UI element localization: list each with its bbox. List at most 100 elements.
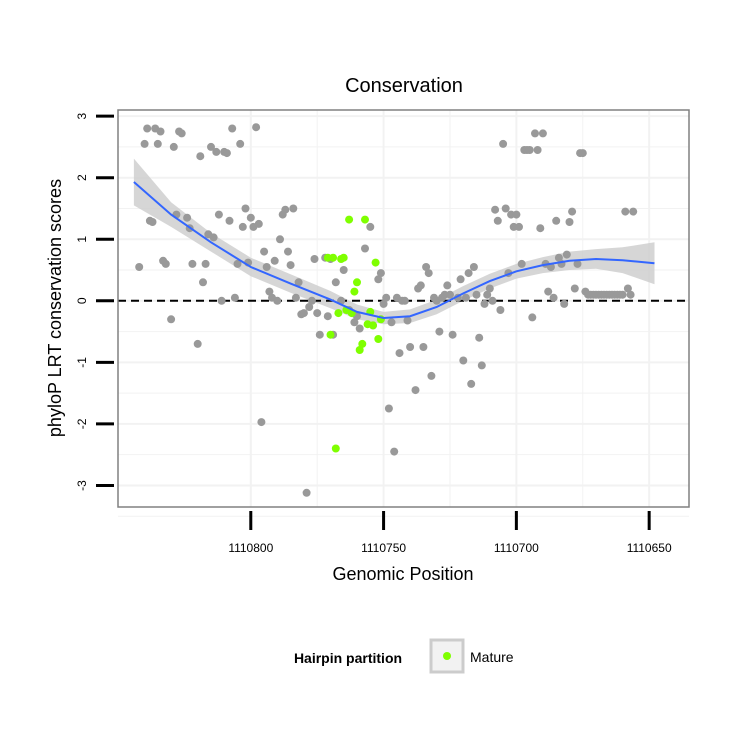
other-point <box>533 146 542 154</box>
other-point <box>286 261 295 270</box>
other-point <box>528 313 537 322</box>
other-point <box>424 269 433 278</box>
y-tick-label: -1 <box>75 357 89 368</box>
other-point <box>560 299 569 308</box>
other-point <box>201 259 210 268</box>
other-point <box>260 247 269 256</box>
other-point <box>310 255 319 263</box>
mature-point <box>355 346 364 354</box>
other-point <box>459 356 468 365</box>
other-point <box>621 207 630 216</box>
other-point <box>387 318 396 327</box>
other-point <box>477 361 486 370</box>
y-tick-label: 1 <box>75 236 89 243</box>
other-point <box>212 147 221 156</box>
other-point <box>570 284 579 293</box>
mature-point <box>334 309 343 318</box>
other-point <box>193 339 202 348</box>
other-point <box>222 149 231 158</box>
chart-title: Conservation <box>345 75 463 97</box>
x-axis: 1110800 1110750 1110700 1110650 <box>228 511 672 555</box>
other-point <box>236 139 245 148</box>
other-point <box>435 327 444 336</box>
x-tick-label: 1110750 <box>361 541 406 555</box>
other-point <box>467 379 476 388</box>
other-point <box>238 222 247 231</box>
other-point <box>493 216 502 225</box>
mature-point <box>331 444 340 453</box>
other-point <box>554 253 563 262</box>
other-point <box>167 315 176 324</box>
other-point <box>549 293 558 302</box>
other-point <box>302 488 311 497</box>
x-tick-label: 1110700 <box>494 541 539 555</box>
other-point <box>469 263 478 271</box>
other-point <box>395 349 404 358</box>
mature-point <box>345 215 354 224</box>
other-point <box>531 129 539 138</box>
other-point <box>313 309 322 318</box>
other-point <box>578 149 587 158</box>
y-tick-label: -3 <box>75 480 89 491</box>
other-point <box>501 204 510 213</box>
other-point <box>496 306 505 314</box>
other-point <box>538 129 547 138</box>
y-tick-label: 3 <box>75 113 89 120</box>
other-point <box>331 278 340 287</box>
other-point <box>140 139 149 148</box>
other-point <box>446 290 454 299</box>
legend: Hairpin partition Mature <box>294 638 514 674</box>
other-point <box>376 269 385 278</box>
other-point <box>188 259 197 268</box>
other-point <box>355 324 364 333</box>
other-point <box>294 278 303 287</box>
other-point <box>135 263 144 271</box>
other-point <box>307 296 316 305</box>
other-point <box>499 139 508 148</box>
mature-point <box>371 258 380 267</box>
x-axis-title: Genomic Position <box>332 564 473 584</box>
other-point <box>472 290 481 299</box>
other-point <box>443 281 452 290</box>
other-point <box>403 316 412 325</box>
other-point <box>143 124 152 133</box>
other-point <box>323 312 332 321</box>
y-tick-label: 2 <box>75 174 89 181</box>
other-point <box>456 275 465 284</box>
other-point <box>183 213 192 222</box>
panel-border <box>117 109 690 508</box>
other-point <box>488 296 497 305</box>
other-point <box>544 287 553 296</box>
x-tick-label: 1110650 <box>627 541 672 555</box>
other-point <box>241 204 250 213</box>
other-point <box>573 259 582 268</box>
other-point <box>217 296 226 305</box>
other-point <box>257 418 266 427</box>
other-point <box>207 142 215 151</box>
other-point <box>448 330 457 339</box>
other-point <box>411 386 420 395</box>
other-point <box>276 235 284 244</box>
other-point <box>246 213 255 222</box>
other-point <box>406 343 415 351</box>
data-points <box>135 123 638 497</box>
other-point <box>289 204 298 213</box>
other-point <box>374 275 383 284</box>
other-point <box>339 266 348 274</box>
other-point <box>483 290 492 299</box>
smooth-trend-line <box>133 181 655 320</box>
other-point <box>491 205 500 214</box>
other-point <box>262 263 271 271</box>
other-point <box>169 142 178 151</box>
legend-key-mature-dot <box>443 652 451 660</box>
other-point <box>230 293 239 302</box>
plot-panel <box>117 109 690 517</box>
other-point <box>361 244 369 253</box>
legend-title: Hairpin partition <box>294 650 402 666</box>
other-point <box>315 330 324 339</box>
other-point <box>422 263 431 271</box>
other-point <box>284 247 292 256</box>
y-tick-label: 0 <box>75 297 89 304</box>
other-point <box>515 222 523 231</box>
mature-point <box>358 339 367 348</box>
